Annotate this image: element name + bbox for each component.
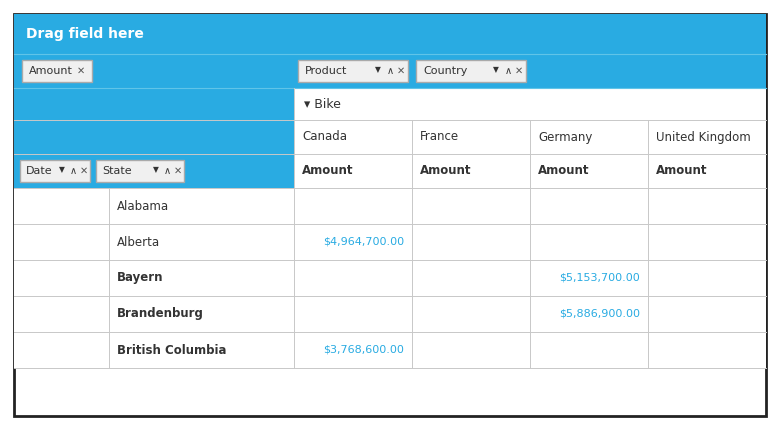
Text: $5,153,700.00: $5,153,700.00 xyxy=(559,273,640,283)
Bar xyxy=(20,160,90,182)
Bar xyxy=(14,224,109,260)
Text: ▼: ▼ xyxy=(59,166,65,175)
Text: Drag field here: Drag field here xyxy=(26,27,144,41)
Bar xyxy=(294,224,412,260)
Bar xyxy=(14,120,294,154)
Text: Amount: Amount xyxy=(538,165,590,178)
Bar xyxy=(530,224,648,260)
Text: ∧: ∧ xyxy=(164,166,171,176)
Bar xyxy=(14,188,109,224)
Text: Amount: Amount xyxy=(29,66,73,76)
Text: Product: Product xyxy=(305,66,347,76)
Text: ∧: ∧ xyxy=(505,66,512,76)
Bar xyxy=(648,188,766,224)
Bar xyxy=(14,296,109,332)
Text: British Columbia: British Columbia xyxy=(117,344,226,356)
Bar xyxy=(14,14,766,54)
Text: ∧: ∧ xyxy=(386,66,394,76)
Bar xyxy=(109,332,294,368)
Bar xyxy=(530,260,648,296)
Bar xyxy=(294,188,412,224)
Bar xyxy=(294,260,412,296)
Text: ∧: ∧ xyxy=(69,166,76,176)
Bar xyxy=(648,332,766,368)
Bar xyxy=(412,188,530,224)
Bar xyxy=(648,260,766,296)
Bar xyxy=(294,296,412,332)
Bar xyxy=(109,296,294,332)
Text: ✕: ✕ xyxy=(80,166,88,176)
Bar xyxy=(530,332,648,368)
Bar xyxy=(294,88,766,120)
Bar xyxy=(14,54,766,88)
Bar xyxy=(14,88,294,120)
Bar xyxy=(416,60,526,82)
Bar xyxy=(298,60,408,82)
Text: Amount: Amount xyxy=(656,165,707,178)
Bar xyxy=(412,224,530,260)
Text: ✕: ✕ xyxy=(515,66,523,76)
Text: Alberta: Alberta xyxy=(117,236,160,249)
Text: United Kingdom: United Kingdom xyxy=(656,130,750,144)
Text: ▾ Bike: ▾ Bike xyxy=(304,98,341,111)
Bar xyxy=(22,60,92,82)
Bar xyxy=(412,260,530,296)
Bar xyxy=(412,332,530,368)
Text: ▼: ▼ xyxy=(493,65,499,74)
Bar xyxy=(14,154,294,188)
Text: Brandenburg: Brandenburg xyxy=(117,307,204,320)
Text: ▼: ▼ xyxy=(153,166,159,175)
Bar xyxy=(109,188,294,224)
Bar xyxy=(648,224,766,260)
Bar xyxy=(294,120,766,154)
Bar xyxy=(648,296,766,332)
Text: ✕: ✕ xyxy=(77,66,85,76)
Bar xyxy=(14,260,109,296)
Text: Germany: Germany xyxy=(538,130,592,144)
Bar xyxy=(109,224,294,260)
Text: Bayern: Bayern xyxy=(117,271,164,285)
Bar xyxy=(530,296,648,332)
Text: ▼: ▼ xyxy=(375,65,381,74)
Text: ✕: ✕ xyxy=(174,166,182,176)
Text: France: France xyxy=(420,130,459,144)
Text: Amount: Amount xyxy=(302,165,353,178)
Text: Country: Country xyxy=(423,66,467,76)
Text: $3,768,600.00: $3,768,600.00 xyxy=(323,345,404,355)
Bar xyxy=(412,296,530,332)
Text: Date: Date xyxy=(26,166,52,176)
Text: Alabama: Alabama xyxy=(117,200,169,212)
Text: ✕: ✕ xyxy=(397,66,405,76)
Bar xyxy=(530,188,648,224)
Bar xyxy=(109,260,294,296)
Text: $5,886,900.00: $5,886,900.00 xyxy=(559,309,640,319)
Text: $4,964,700.00: $4,964,700.00 xyxy=(323,237,404,247)
Bar xyxy=(294,154,766,188)
Bar xyxy=(294,332,412,368)
Text: Canada: Canada xyxy=(302,130,347,144)
Bar xyxy=(96,160,184,182)
Text: Amount: Amount xyxy=(420,165,471,178)
Bar xyxy=(14,332,109,368)
Text: State: State xyxy=(102,166,132,176)
